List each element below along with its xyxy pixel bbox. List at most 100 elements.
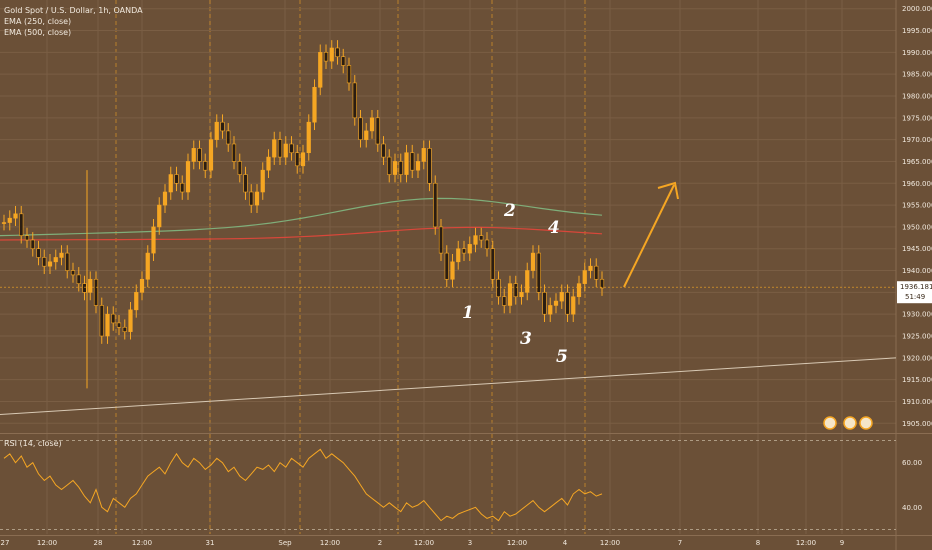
- candle-body: [231, 143, 237, 162]
- candle-body: [300, 152, 306, 167]
- x-tick-label: 12:00: [37, 539, 57, 547]
- candle-body: [220, 121, 225, 132]
- x-tick-label: 12:00: [796, 539, 816, 547]
- candle-body: [260, 169, 265, 193]
- x-tick-label: 4: [563, 539, 568, 547]
- x-tick-label: 9: [840, 539, 844, 547]
- candle-body: [122, 326, 127, 332]
- candle-body: [404, 152, 409, 175]
- candle-body: [398, 161, 403, 175]
- candle-body: [99, 305, 104, 337]
- candle-body: [151, 226, 156, 254]
- y-tick-label: 1955.000: [902, 202, 932, 210]
- x-tick-label: 12:00: [600, 539, 620, 547]
- candle-body: [185, 161, 191, 193]
- candle-body: [536, 252, 541, 293]
- candle-body: [208, 139, 214, 171]
- y-tick-label: 2000.000: [902, 5, 932, 13]
- event-icon: [859, 416, 873, 430]
- rsi-y-tick-label: 40.00: [902, 504, 922, 512]
- y-tick-label: 1915.000: [902, 376, 932, 384]
- candle-body: [507, 283, 513, 306]
- forecast-arrow-head: [657, 181, 679, 200]
- candle-body: [157, 204, 162, 228]
- candle-body: [415, 161, 421, 171]
- candle-body: [53, 257, 58, 263]
- y-tick-label: 1950.000: [902, 223, 932, 231]
- candle-body: [553, 300, 559, 306]
- candle-body: [76, 274, 81, 284]
- event-icon: [823, 416, 837, 430]
- candle-body: [335, 47, 340, 58]
- candle-body: [191, 148, 196, 162]
- candle-body: [456, 248, 461, 263]
- candle-body: [134, 292, 139, 311]
- candle-body: [329, 47, 334, 62]
- x-tick-label: 8: [756, 539, 760, 547]
- wave-label-2: 2: [503, 201, 516, 221]
- forecast-arrow-line: [623, 184, 675, 288]
- candle-body: [381, 143, 386, 158]
- candle-body: [502, 296, 507, 306]
- candle-body: [369, 117, 375, 132]
- candle-body: [174, 174, 179, 184]
- x-tick-label: 3: [468, 539, 472, 547]
- candle-body: [203, 161, 208, 171]
- x-tick-label: 2: [378, 539, 382, 547]
- candle-body: [318, 52, 323, 88]
- y-tick-label: 1970.000: [902, 136, 932, 144]
- legend-ema250: EMA (250, close): [4, 17, 72, 26]
- candle-body: [65, 252, 70, 271]
- x-tick-label: 31: [206, 539, 215, 547]
- candle-body: [168, 174, 173, 193]
- candle-body: [272, 139, 277, 158]
- candle-body: [582, 270, 587, 284]
- candle-body: [542, 292, 547, 315]
- candle-body: [323, 52, 329, 62]
- candle-body: [162, 191, 168, 206]
- candle-body: [128, 309, 133, 332]
- y-tick-label: 1990.000: [902, 49, 932, 57]
- candle-body: [530, 252, 536, 271]
- candle-body: [36, 248, 41, 258]
- candle-body: [392, 161, 398, 175]
- candle-body: [519, 292, 524, 298]
- price-tag-value: 1936.181: [900, 283, 932, 291]
- y-tick-label: 1980.000: [902, 93, 932, 101]
- candle-body: [461, 248, 467, 254]
- candle-body: [548, 305, 553, 315]
- y-tick-label: 1995.000: [902, 27, 932, 35]
- x-tick-label: 12:00: [414, 539, 434, 547]
- trendline: [0, 357, 897, 416]
- y-tick-label: 1945.000: [902, 245, 932, 253]
- candle-body: [427, 148, 432, 184]
- y-tick-label: 1965.000: [902, 158, 932, 166]
- candle-body: [565, 292, 570, 315]
- candle-body: [88, 278, 93, 293]
- candle-body: [433, 182, 438, 228]
- candle-body: [266, 156, 271, 171]
- wave-label-5: 5: [556, 347, 568, 367]
- price-tag-countdown: 51:49: [905, 293, 925, 301]
- legend-ema500: EMA (500, close): [4, 28, 72, 37]
- x-tick-label: 27: [1, 539, 10, 547]
- y-tick-label: 1930.000: [902, 311, 932, 319]
- x-tick-label: 12:00: [507, 539, 527, 547]
- candle-body: [295, 152, 300, 167]
- candle-body: [7, 217, 12, 223]
- y-tick-label: 1985.000: [902, 71, 932, 79]
- ema500-line: [0, 197, 603, 237]
- candle-body: [312, 86, 317, 123]
- wave-label-3: 3: [520, 329, 532, 349]
- candle-body: [70, 270, 76, 276]
- candle-body: [346, 65, 352, 84]
- candle-body: [588, 265, 593, 271]
- candle-body: [358, 117, 363, 140]
- candle-body: [105, 313, 110, 337]
- y-tick-label: 1920.000: [902, 354, 932, 362]
- y-tick-label: 1925.000: [902, 333, 932, 341]
- x-tick-label: 12:00: [132, 539, 152, 547]
- ema250-line: [0, 226, 603, 241]
